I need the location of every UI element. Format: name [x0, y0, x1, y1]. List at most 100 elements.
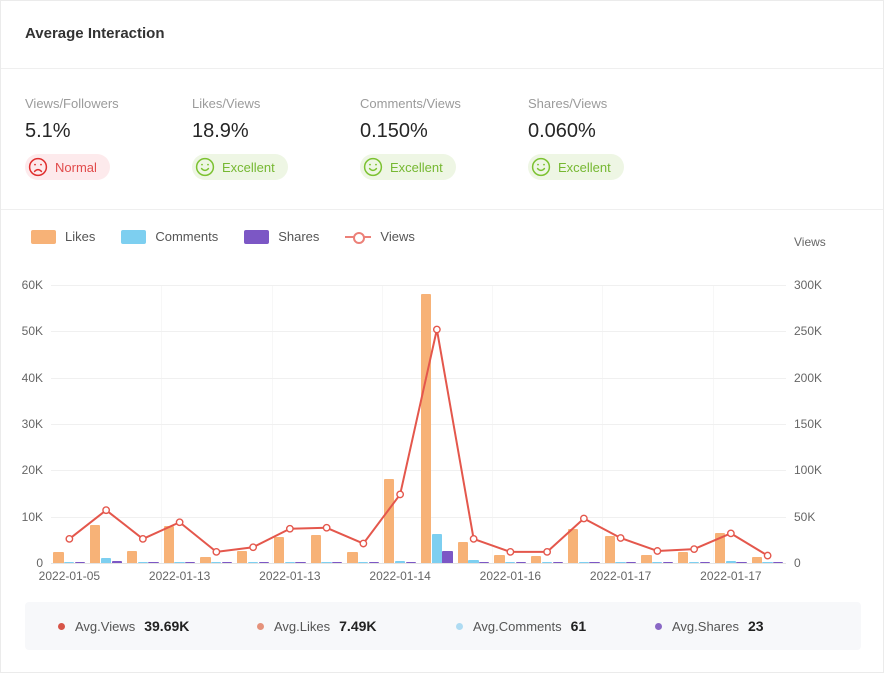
legend-item-shares[interactable]: Shares [244, 229, 319, 244]
x-axis-label: 2022-01-14 [369, 569, 431, 583]
legend-item-likes[interactable]: Likes [31, 229, 95, 244]
comments-bar [468, 560, 479, 563]
likes-bar [384, 479, 395, 563]
views-point-marker [543, 547, 552, 556]
likes-swatch-icon [31, 229, 56, 244]
views-point-marker [690, 545, 699, 553]
metric-comments-views: Comments/Views 0.150% Excellent [360, 96, 520, 182]
shares-bar [148, 561, 159, 563]
avg-shares-item: Avg.Shares 23 [655, 618, 854, 634]
likes-bar [200, 556, 211, 563]
likes-bar [494, 555, 505, 563]
avg-likes-dot-icon [257, 622, 264, 630]
metric-label: Views/Followers [25, 96, 119, 111]
views-line-marker-icon [345, 230, 372, 244]
left-axis-tick: 60K [21, 278, 43, 292]
shares-bar [405, 561, 416, 563]
status-badge-label: Excellent [390, 159, 443, 175]
likes-bar [310, 535, 321, 563]
right-axis-tick: 100K [794, 463, 823, 478]
right-axis-tick: 0 [794, 556, 801, 570]
views-point-marker [322, 523, 331, 532]
comments-bar [578, 561, 589, 563]
likes-bar [163, 525, 174, 563]
metric-likes-views: Likes/Views 18.9% Excellent [192, 96, 352, 182]
metric-value: 18.9% [192, 120, 249, 142]
page-title: Average Interaction [25, 25, 165, 42]
chart-legend: Likes Comments Shares Views [31, 229, 415, 244]
right-axis-tick: 250K [794, 324, 823, 339]
right-axis-tick: 200K [794, 370, 823, 385]
gridline [51, 377, 786, 379]
comments-bar [174, 561, 185, 563]
metric-label: Likes/Views [192, 96, 261, 111]
comments-bar [247, 561, 259, 563]
gridline [51, 331, 786, 333]
metric-views-followers: Views/Followers 5.1% Normal [25, 96, 185, 182]
comments-bar [725, 560, 736, 563]
x-axis-label: 2022-01-13 [148, 569, 211, 583]
avg-views-item: Avg.Views 39.69K [58, 618, 257, 634]
avg-comments-value: 61 [570, 618, 587, 634]
gridline [51, 470, 786, 472]
comments-bar [321, 561, 332, 563]
shares-bar [515, 561, 527, 563]
left-axis-tick: 50K [21, 324, 43, 339]
legend-label: Shares [278, 229, 320, 244]
x-axis-label: 2022-01-13 [259, 569, 321, 583]
comments-bar [358, 561, 369, 563]
gridline [51, 424, 786, 425]
right-axis-tick: 300K [794, 278, 823, 292]
x-axis-label: 2022-01-16 [479, 569, 542, 583]
right-axis-tick: 150K [794, 417, 823, 431]
x-axis-label: 2022-01-17 [589, 569, 652, 583]
comments-bar [137, 561, 148, 563]
views-point-marker [653, 547, 662, 555]
shares-bar [368, 561, 380, 563]
likes-bar [420, 293, 432, 563]
left-axis-tick: 30K [21, 417, 43, 431]
shares-bar [185, 561, 196, 563]
gridline [51, 285, 786, 286]
shares-bar [111, 561, 122, 563]
comments-bar [688, 561, 700, 563]
gridline [51, 516, 786, 518]
status-badge-label: Normal [55, 159, 97, 175]
legend-item-comments[interactable]: Comments [121, 229, 218, 244]
status-badge-label: Excellent [222, 159, 275, 175]
shares-bar [736, 561, 747, 563]
metric-label: Shares/Views [528, 96, 608, 111]
left-axis-tick: 0 [36, 556, 43, 570]
metric-shares-views: Shares/Views 0.060% Excellent [528, 96, 688, 182]
shares-bar [442, 550, 453, 563]
shares-bar [552, 561, 563, 563]
legend-item-views[interactable]: Views [345, 229, 415, 244]
likes-bar [53, 551, 64, 563]
happy-face-icon [195, 157, 215, 177]
right-axis-tick: 50K [794, 509, 816, 524]
left-axis-tick: 20K [21, 463, 43, 478]
left-axis-tick: 40K [21, 370, 43, 385]
metric-value: 0.060% [528, 120, 596, 142]
status-badge: Excellent [528, 154, 624, 180]
views-point-marker [138, 535, 147, 543]
comments-bar [100, 557, 112, 563]
shares-bar [773, 561, 784, 563]
comments-bar [64, 561, 75, 563]
views-point-marker [396, 490, 405, 499]
views-point-marker [506, 547, 515, 556]
likes-bar [567, 529, 579, 563]
x-axis-label: 2022-01-05 [38, 569, 101, 583]
legend-label: Views [380, 229, 415, 244]
views-point-marker [359, 539, 368, 548]
likes-bar [347, 551, 358, 563]
shares-swatch-icon [244, 229, 270, 244]
likes-bar [237, 551, 248, 563]
avg-likes-value: 7.49K [339, 618, 377, 634]
x-axis-label: 2022-01-17 [700, 569, 762, 583]
comments-bar [394, 561, 406, 563]
metric-value: 0.150% [360, 120, 428, 142]
likes-bar [457, 541, 468, 563]
